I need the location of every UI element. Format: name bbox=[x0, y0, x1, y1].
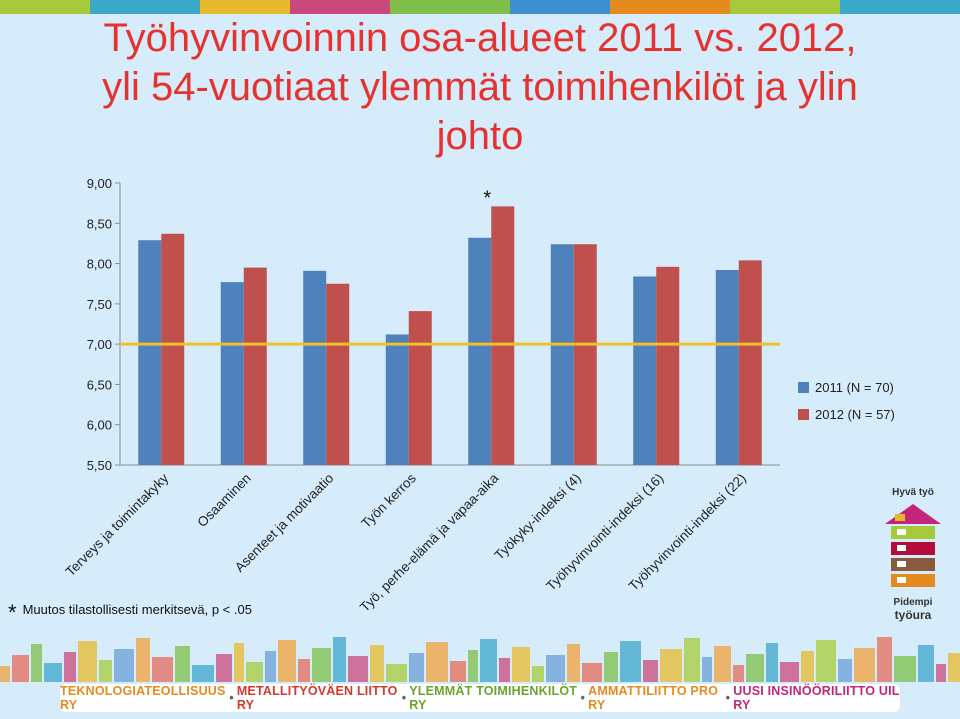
x-tick-label: Terveys ja toimintakyky bbox=[63, 470, 172, 579]
bar-2011-6 bbox=[633, 276, 657, 465]
bar-2011-2 bbox=[303, 270, 327, 465]
bar-2011-4 bbox=[468, 237, 492, 465]
y-tick-label: 6,50 bbox=[87, 377, 112, 392]
y-tick-label: 9,00 bbox=[87, 176, 112, 191]
footer-org-4: UUSI INSINÖÖRILIITTO UIL RY bbox=[733, 684, 900, 712]
y-tick-label: 8,50 bbox=[87, 216, 112, 231]
footer-separator: • bbox=[580, 691, 586, 705]
footer-org-3: AMMATTILIITTO PRO RY bbox=[588, 684, 719, 712]
legend-swatch-2012 bbox=[798, 408, 809, 420]
footer-organizations: TEKNOLOGIATEOLLISUUS RY • METALLITYÖVÄEN L… bbox=[60, 684, 900, 712]
bar-chart: 9,00 8,50 8,00 7,50 7,00 6,50 6,00 5,50 Terveys… bbox=[63, 176, 780, 615]
bar-2011-5 bbox=[550, 244, 574, 465]
bar-2011-7 bbox=[715, 270, 739, 465]
logo-bottom-text-1: Pidempi bbox=[893, 597, 933, 608]
house-icon bbox=[885, 504, 941, 587]
footer-separator: • bbox=[725, 691, 731, 705]
bar-2012-6 bbox=[656, 266, 680, 465]
legend-swatch-2011 bbox=[798, 381, 809, 393]
significance-marker: * bbox=[483, 187, 491, 209]
chart-legend: 2011 (N = 70) 2012 (N = 57) bbox=[798, 380, 895, 434]
bar-2012-4 bbox=[491, 206, 515, 465]
bar-2012-3 bbox=[408, 311, 432, 465]
footnote-text: Muutos tilastollisesti merkitsevä, p < .… bbox=[22, 602, 252, 617]
footer-org-1: METALLITYÖVÄEN LIITTO RY bbox=[236, 684, 398, 712]
legend-item-2012: 2012 (N = 57) bbox=[798, 406, 895, 422]
bar-2012-7 bbox=[738, 260, 762, 465]
hyva-tyo-logo: Hyvä työ Pidempi työura bbox=[883, 487, 943, 622]
bar-2012-1 bbox=[243, 267, 267, 465]
x-tick-label: Työ, perhe-elämä ja vapaa-aika bbox=[357, 470, 502, 615]
y-tick-label: 7,50 bbox=[87, 297, 112, 312]
x-tick-label: Osaaminen bbox=[194, 471, 253, 530]
legend-label-2011: 2011 (N = 70) bbox=[815, 379, 894, 395]
chart-title: Työhyvinvoinnin osa-alueet 2011 vs. 2012… bbox=[102, 16, 858, 158]
x-tick-label: Työn kerros bbox=[358, 470, 419, 531]
footer-org-0: TEKNOLOGIATEOLLISUUS RY bbox=[60, 684, 226, 712]
logo-top-text: Hyvä työ bbox=[892, 487, 934, 498]
y-tick-label: 5,50 bbox=[87, 458, 112, 473]
footnote-star: * bbox=[8, 600, 17, 625]
footnote: * Muutos tilastollisesti merkitsevä, p < … bbox=[8, 600, 252, 626]
top-color-bar bbox=[0, 0, 960, 14]
bar-2011-3 bbox=[385, 334, 409, 465]
footer-org-2: YLEMMÄT TOIMIHENKILÖT RY bbox=[409, 684, 578, 712]
footer-separator: • bbox=[229, 691, 234, 705]
legend-item-2011: 2011 (N = 70) bbox=[798, 379, 895, 395]
bar-2011-1 bbox=[220, 282, 244, 465]
bar-2012-0 bbox=[161, 233, 185, 465]
x-tick-label: Työkyky-indeksi (4) bbox=[492, 471, 584, 563]
footer-separator: • bbox=[401, 691, 407, 705]
y-tick-label: 8,00 bbox=[87, 257, 112, 272]
legend-label-2012: 2012 (N = 57) bbox=[815, 406, 895, 422]
y-tick-label: 6,00 bbox=[87, 418, 112, 433]
bar-2012-5 bbox=[573, 244, 597, 465]
y-tick-label: 7,00 bbox=[87, 337, 112, 352]
logo-bottom-text-2: työura bbox=[894, 608, 932, 622]
bar-2011-0 bbox=[138, 240, 162, 465]
skyline-decoration bbox=[0, 637, 960, 682]
bar-2012-2 bbox=[326, 283, 350, 465]
